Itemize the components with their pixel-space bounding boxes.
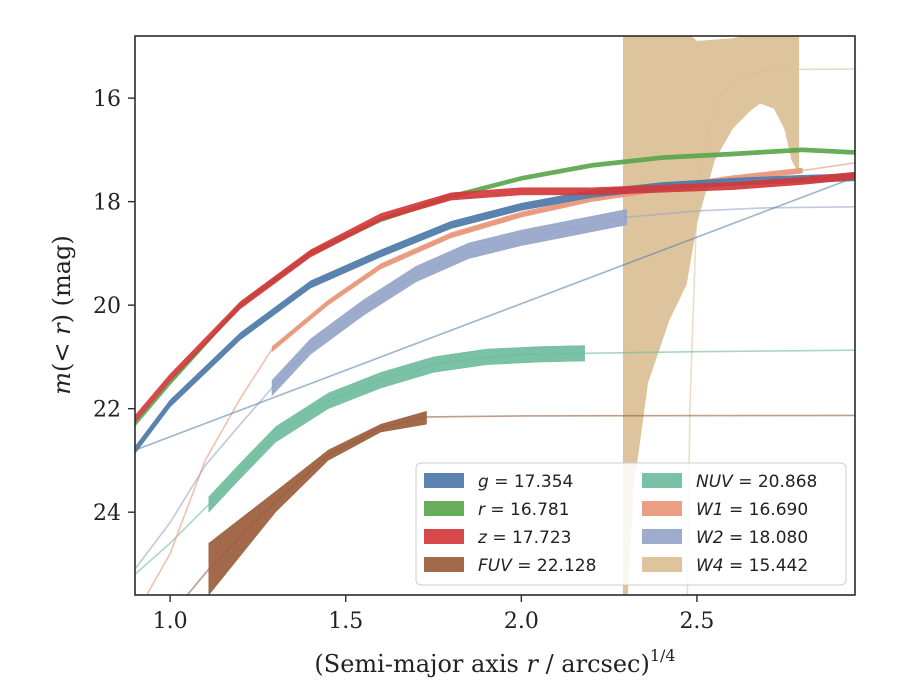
y-tick-label: 24 — [93, 501, 121, 526]
legend-label-z: z = 17.723 — [477, 528, 571, 548]
legend-label-nuv: NUV = 20.868 — [696, 472, 817, 492]
legend-item-w1: W1 = 16.690 — [642, 500, 808, 520]
series-g-band — [135, 173, 855, 455]
series-fuv-band — [208, 410, 427, 595]
tick-layer: 1.0 1.5 2.0 2.5 16 18 20 22 24 — [93, 87, 714, 634]
x-tick-label: 2.5 — [679, 609, 714, 634]
x-tick-label: 1.0 — [153, 609, 188, 634]
legend-swatch-w2 — [642, 529, 682, 544]
series-g — [135, 173, 855, 455]
legend: g = 17.354 r = 16.781 z = 17.723 FUV = 22.1… — [415, 462, 847, 586]
y-tick-label: 20 — [93, 294, 121, 319]
y-axis-label: m(< r) (mag) — [48, 235, 76, 395]
legend-label-w4: W4 = 15.442 — [696, 556, 808, 576]
series-w4-band — [622, 36, 800, 595]
series-g-model-line — [135, 176, 855, 451]
legend-item-nuv: NUV = 20.868 — [642, 472, 817, 492]
legend-swatch-fuv — [424, 557, 464, 572]
series-layer — [135, 36, 855, 595]
y-tick-label: 16 — [93, 87, 121, 112]
legend-label-w2: W2 = 18.080 — [696, 528, 808, 548]
legend-swatch-w1 — [642, 501, 682, 516]
legend-item-w4: W4 = 15.442 — [642, 556, 808, 576]
series-w2 — [135, 206, 855, 570]
series-w4 — [622, 36, 855, 595]
legend-label-w1: W1 = 16.690 — [696, 500, 808, 520]
legend-item-g: g = 17.354 — [424, 472, 573, 492]
legend-label-r: r = 16.781 — [478, 500, 570, 520]
y-tick-label: 18 — [93, 191, 121, 216]
x-axis-label: (Semi-major axis r / arcsec)1/4 — [314, 646, 675, 678]
x-tick-label: 1.5 — [328, 609, 363, 634]
series-w1-band — [271, 167, 803, 353]
legend-swatch-w4 — [642, 557, 682, 572]
legend-swatch-nuv — [642, 473, 682, 488]
legend-item-fuv: FUV = 22.128 — [424, 556, 596, 576]
y-tick-label: 22 — [93, 398, 121, 423]
legend-item-w2: W2 = 18.080 — [642, 528, 808, 548]
legend-frame — [415, 462, 847, 586]
series-fuv — [186, 410, 855, 595]
legend-item-r: r = 16.781 — [424, 500, 570, 520]
legend-swatch-z — [424, 529, 464, 544]
legend-swatch-g — [424, 473, 464, 488]
series-nuv-band — [208, 345, 585, 513]
legend-label-fuv: FUV = 22.128 — [478, 556, 596, 576]
series-nuv — [135, 345, 855, 575]
legend-label-g: g = 17.354 — [478, 472, 573, 492]
x-tick-label: 2.0 — [504, 609, 539, 634]
series-w2-band — [271, 209, 627, 397]
legend-swatch-r — [424, 501, 464, 516]
series-z — [135, 171, 855, 423]
legend-item-z: z = 17.723 — [424, 528, 571, 548]
series-z-band — [135, 171, 855, 423]
plot-frame — [134, 35, 856, 596]
